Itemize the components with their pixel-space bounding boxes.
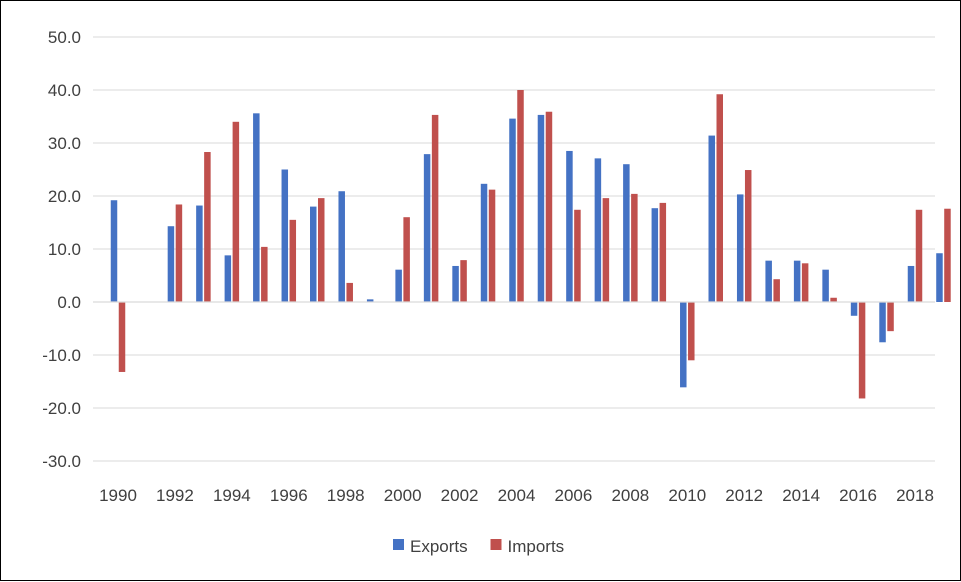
legend: Exports Imports xyxy=(393,537,564,556)
x-tick-label: 2000 xyxy=(384,486,422,505)
y-tick-label: 40.0 xyxy=(48,81,81,100)
bar-exports-2013 xyxy=(765,260,772,302)
bar-imports-2011 xyxy=(716,94,723,303)
bar-exports-1996 xyxy=(281,169,289,302)
bar-exports-2009 xyxy=(651,208,659,302)
bar-imports-2015 xyxy=(830,297,837,302)
bar-imports-2009 xyxy=(659,202,667,302)
bar-exports-2011 xyxy=(708,135,715,302)
bar-exports-1994 xyxy=(224,255,232,302)
bar-imports-2000 xyxy=(403,217,410,302)
bar-imports-2017 xyxy=(887,302,894,332)
bar-imports-1992 xyxy=(175,204,183,302)
bar-imports-1990 xyxy=(118,302,126,372)
bar-imports-2016 xyxy=(858,302,866,399)
bar-imports-1995 xyxy=(261,246,268,302)
bar-exports-1999 xyxy=(366,299,374,302)
bar-exports-2001 xyxy=(423,154,431,302)
x-tick-label: 2004 xyxy=(498,486,536,505)
x-tick-label: 1992 xyxy=(156,486,194,505)
legend-swatch-exports xyxy=(393,539,404,550)
bar-exports-2015 xyxy=(822,269,829,302)
bar-imports-2006 xyxy=(574,209,581,302)
y-tick-label: -10.0 xyxy=(42,346,81,365)
legend-label-imports: Imports xyxy=(508,537,565,556)
y-tick-label: -30.0 xyxy=(42,452,81,471)
bar-imports-1997 xyxy=(318,198,325,302)
bar-exports-1992 xyxy=(167,226,175,302)
bar-imports-2014 xyxy=(801,263,809,302)
bar-imports-2005 xyxy=(545,111,553,302)
y-tick-label: 50.0 xyxy=(48,28,81,47)
x-tick-label: 2016 xyxy=(839,486,877,505)
y-tick-label: 20.0 xyxy=(48,187,81,206)
bar-exports-2004 xyxy=(509,118,516,303)
bar-exports-2012 xyxy=(736,194,744,302)
bar-imports-1996 xyxy=(289,219,297,302)
x-tick-label: 2012 xyxy=(725,486,763,505)
bar-exports-2003 xyxy=(480,183,488,302)
x-tick-label: 2014 xyxy=(782,486,820,505)
x-axis-tick-labels: 1990 1992 1994 1996 1998 2000 2002 2004 2006 2008… xyxy=(99,486,934,505)
bar-exports-2008 xyxy=(623,164,630,302)
x-tick-label: 1996 xyxy=(270,486,308,505)
x-tick-label: 2006 xyxy=(555,486,593,505)
y-tick-label: 0.0 xyxy=(57,293,81,312)
bar-imports-2018 xyxy=(915,209,923,302)
bar-exports-1997 xyxy=(310,206,317,302)
bar-exports-2016 xyxy=(850,302,858,316)
bar-exports-2005 xyxy=(537,114,545,302)
bar-imports-1993 xyxy=(204,152,211,302)
bar-exports-2000 xyxy=(395,269,402,302)
bar-imports-2012 xyxy=(744,170,752,302)
y-axis-tick-labels: 50.0 40.0 30.0 20.0 10.0 0.0 -10.0 -20.0 -30.0 xyxy=(42,28,81,471)
bar-imports-2007 xyxy=(602,198,610,302)
bar-imports-2003 xyxy=(488,189,496,302)
x-tick-label: 1998 xyxy=(327,486,365,505)
bar-exports-1993 xyxy=(196,205,203,302)
y-tick-label: -20.0 xyxy=(42,399,81,418)
x-tick-label: 2010 xyxy=(668,486,706,505)
bar-imports-2008 xyxy=(631,193,638,302)
legend-label-exports: Exports xyxy=(410,537,468,556)
bar-exports-1990 xyxy=(110,200,118,302)
bar-imports-1998 xyxy=(346,282,353,302)
bar-exports-2006 xyxy=(566,150,573,302)
bar-exports-undefined xyxy=(936,253,943,302)
bar-imports-2004 xyxy=(517,90,524,302)
bar-exports-1998 xyxy=(338,191,345,302)
x-tick-label: 1994 xyxy=(213,486,251,505)
x-tick-label: 2002 xyxy=(441,486,479,505)
bar-imports-1994 xyxy=(232,121,240,302)
x-tick-label: 1990 xyxy=(99,486,137,505)
bar-exports-2002 xyxy=(452,265,459,302)
x-tick-label: 2018 xyxy=(896,486,934,505)
bar-exports-2010 xyxy=(680,302,687,388)
bar-exports-2018 xyxy=(907,265,915,302)
bar-imports-2002 xyxy=(460,260,467,302)
x-tick-label: 2008 xyxy=(611,486,649,505)
bar-imports-2010 xyxy=(688,302,695,361)
bar-exports-1995 xyxy=(253,113,260,302)
legend-swatch-imports xyxy=(490,539,502,550)
bars xyxy=(110,90,951,399)
bar-exports-2007 xyxy=(594,158,602,302)
bar-imports-2013 xyxy=(773,279,780,302)
bar-exports-2014 xyxy=(793,260,801,302)
bar-imports-2001 xyxy=(431,114,439,302)
bar-exports-2017 xyxy=(879,302,886,343)
y-tick-label: 10.0 xyxy=(48,240,81,259)
bar-imports-undefined xyxy=(944,208,951,302)
y-tick-label: 30.0 xyxy=(48,134,81,153)
